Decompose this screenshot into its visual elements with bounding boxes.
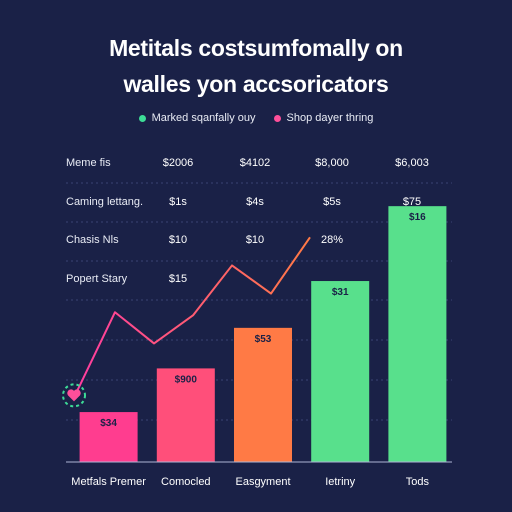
bar-4	[388, 206, 447, 462]
table-row-label-2: Chasis Nls	[66, 234, 119, 246]
table-row-label-0: Meme fis	[66, 157, 111, 169]
legend-label-pink: Shop dayer thring	[286, 112, 374, 124]
bar-3	[311, 281, 370, 462]
bar-1	[156, 368, 215, 462]
table-cell-0-3: $6,003	[395, 157, 429, 169]
table-cell-2-2: 28%	[321, 234, 343, 246]
bar-label-3: $31	[332, 287, 349, 298]
legend-item-pink: Shop dayer thring	[273, 112, 374, 124]
table-cell-1-0: $1s	[169, 196, 187, 208]
chart-title-line-2: walles yon accsoricators	[123, 71, 389, 97]
heart-icon	[67, 389, 81, 402]
legend-dot-green	[138, 114, 146, 122]
x-tick-label-4: Tods	[406, 476, 430, 488]
table-cell-0-0: $2006	[163, 157, 194, 169]
chart-title: Metitals costsumfomally on walles yon ac…	[0, 30, 512, 102]
x-tick-label-3: Ietriny	[325, 476, 355, 488]
x-tick-label-1: Comocled	[161, 476, 211, 488]
table-row-label-1: Caming lettang.	[66, 196, 143, 208]
trend-line	[75, 236, 311, 394]
bar-label-4: $16	[409, 212, 426, 223]
table-cell-2-1: $10	[246, 234, 264, 246]
marker-ring	[62, 383, 86, 408]
chart-legend: Marked sqanfally ouy Shop dayer thring	[0, 112, 512, 124]
table-cell-0-1: $4102	[240, 157, 271, 169]
table-cell-3-0: $15	[169, 273, 187, 285]
bar-label-0: $34	[100, 418, 117, 429]
legend-item-green: Marked sqanfally ouy	[138, 112, 256, 124]
legend-label-green: Marked sqanfally ouy	[151, 112, 256, 124]
table-cell-0-2: $8,000	[315, 157, 349, 169]
legend-dot-pink	[273, 114, 281, 122]
bar-label-2: $53	[255, 334, 272, 345]
bar-label-1: $900	[175, 374, 198, 385]
bar-0	[79, 412, 138, 462]
x-tick-label-0: Metfals Premer	[71, 476, 146, 488]
chart-title-line-1: Metitals costsumfomally on	[109, 35, 403, 61]
x-tick-label-2: Easgyment	[235, 476, 290, 488]
bar-2	[234, 327, 292, 462]
table-cell-2-0: $10	[169, 234, 187, 246]
table-cell-1-2: $5s	[323, 196, 341, 208]
table-cell-1-1: $4s	[246, 196, 264, 208]
table-cell-1-3: $75	[403, 196, 421, 208]
table-row-label-3: Popert Stary	[66, 273, 128, 285]
